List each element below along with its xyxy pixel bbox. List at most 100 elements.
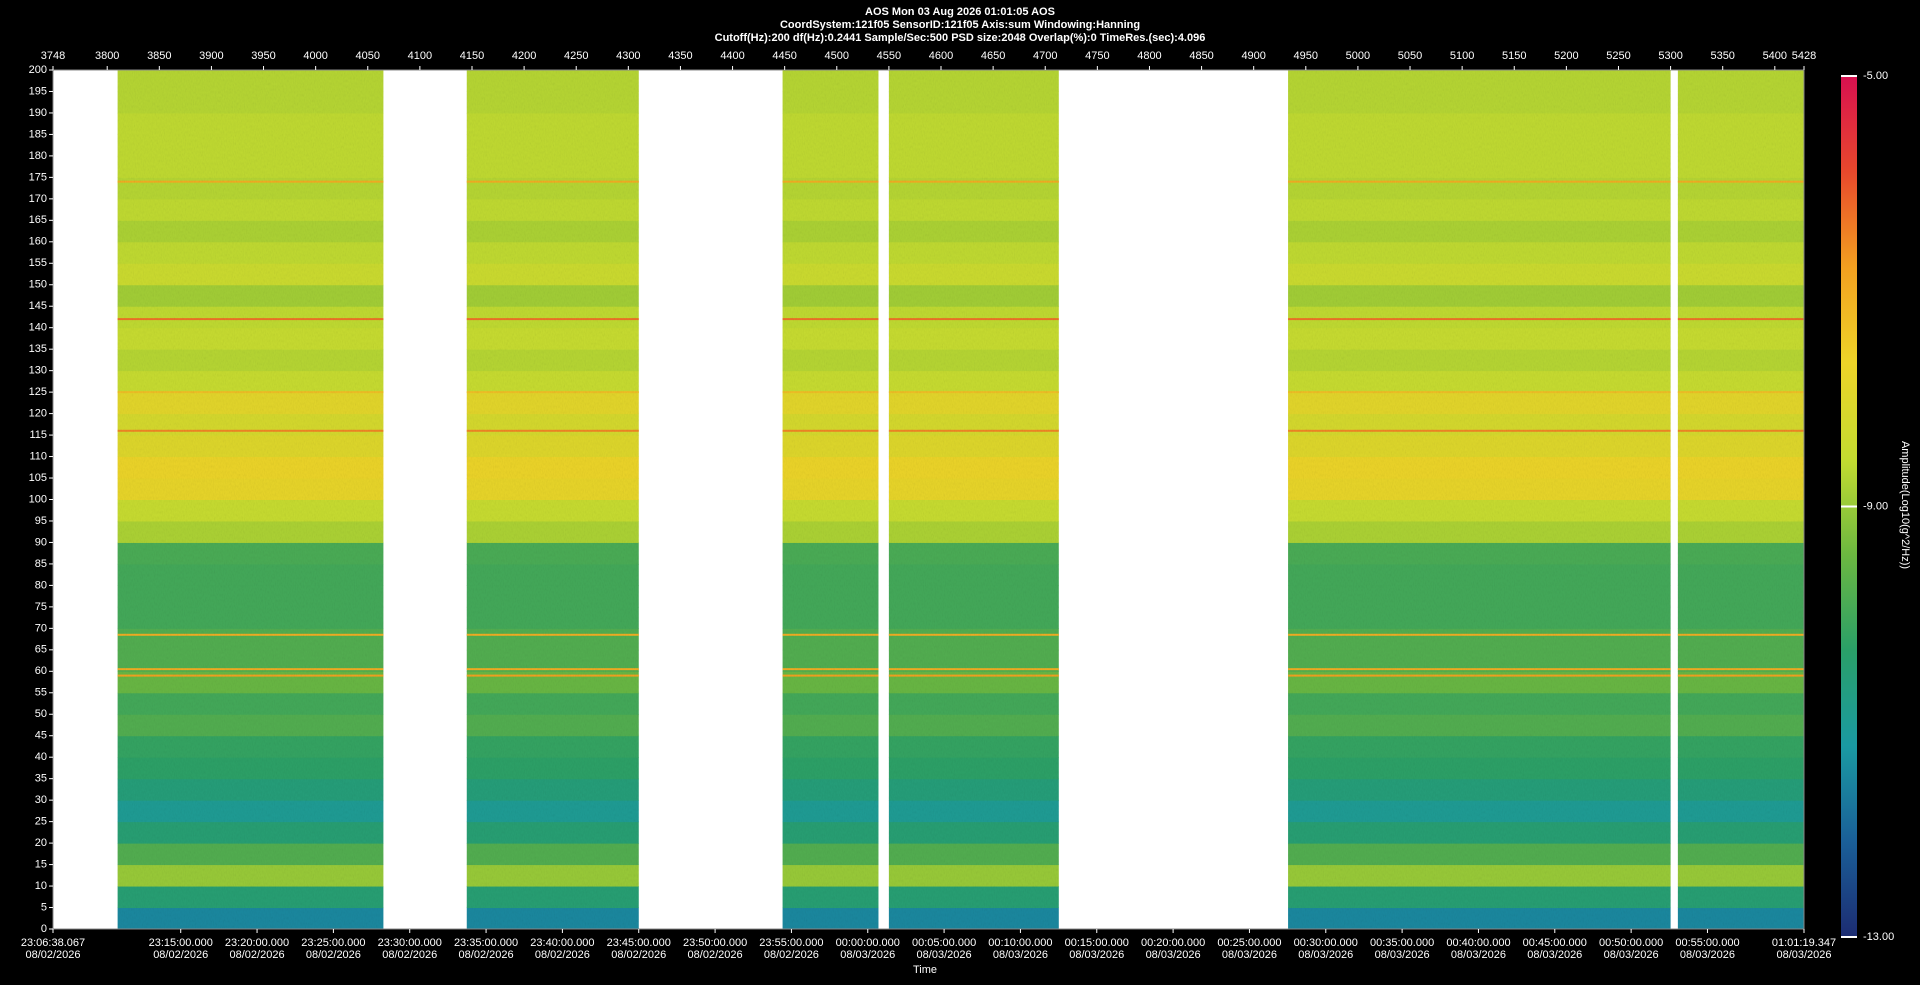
y-tick-label: 95 (35, 515, 47, 527)
y-tick-label: 130 (29, 365, 47, 377)
x-tick-label: 4350 (668, 50, 692, 62)
time-tick-label: 00:55:00.000 (1675, 937, 1739, 949)
time-tick-label: 23:20:00.000 (225, 937, 289, 949)
y-tick-label: 50 (35, 708, 47, 720)
date-tick-label: 08/03/2026 (993, 949, 1048, 961)
x-tick-label: 4650 (981, 50, 1005, 62)
x-tick-label: 5428 (1792, 50, 1816, 62)
x-tick-label: 3950 (251, 50, 275, 62)
y-tick-label: 155 (29, 257, 47, 269)
date-tick-label: 08/03/2026 (1680, 949, 1735, 961)
x-tick-label: 5350 (1710, 50, 1734, 62)
y-tick-label: 135 (29, 343, 47, 355)
texture (782, 70, 879, 929)
y-tick-label: 160 (29, 236, 47, 248)
date-tick-label: 08/03/2026 (840, 949, 895, 961)
date-tick-label: 08/02/2026 (688, 949, 743, 961)
time-tick-label: 00:20:00.000 (1141, 937, 1205, 949)
time-tick-label: 00:30:00.000 (1294, 937, 1358, 949)
y-tick-label: 170 (29, 193, 47, 205)
x-tick-label: 4050 (356, 50, 380, 62)
time-tick-label: 00:10:00.000 (988, 937, 1052, 949)
y-tick-label: 185 (29, 128, 47, 140)
date-tick-label: 08/03/2026 (1222, 949, 1277, 961)
date-tick-label: 08/03/2026 (1776, 949, 1831, 961)
chart-title: AOS Mon 03 Aug 2026 01:01:05 AOS (865, 6, 1055, 18)
time-tick-label: 23:25:00.000 (301, 937, 365, 949)
x-tick-label: 4000 (303, 50, 327, 62)
time-tick-label: 23:40:00.000 (530, 937, 594, 949)
y-tick-label: 5 (41, 901, 47, 913)
chart-info: Cutoff(Hz):200 df(Hz):0.2441 Sample/Sec:… (715, 32, 1206, 44)
time-tick-label: 00:50:00.000 (1599, 937, 1663, 949)
date-tick-label: 08/03/2026 (1069, 949, 1124, 961)
texture (1288, 70, 1671, 929)
date-tick-label: 08/02/2026 (535, 949, 590, 961)
texture (888, 70, 1059, 929)
x-tick-label: 5150 (1502, 50, 1526, 62)
y-tick-label: 15 (35, 858, 47, 870)
time-tick-label: 23:55:00.000 (759, 937, 823, 949)
y-tick-label: 40 (35, 751, 47, 763)
date-tick-label: 08/02/2026 (230, 949, 285, 961)
date-tick-label: 08/03/2026 (1298, 949, 1353, 961)
date-tick-label: 08/03/2026 (1375, 949, 1430, 961)
date-tick-label: 08/02/2026 (382, 949, 437, 961)
x-tick-label: 4400 (720, 50, 744, 62)
x-tick-label: 5250 (1606, 50, 1630, 62)
y-tick-label: 125 (29, 386, 47, 398)
y-tick-label: 195 (29, 85, 47, 97)
date-tick-label: 08/02/2026 (306, 949, 361, 961)
date-tick-label: 08/02/2026 (611, 949, 666, 961)
y-tick-label: 20 (35, 837, 47, 849)
date-tick-label: 08/02/2026 (25, 949, 80, 961)
x-tick-label: 3748 (41, 50, 65, 62)
y-tick-label: 200 (29, 64, 47, 76)
time-tick-label: 00:25:00.000 (1217, 937, 1281, 949)
time-tick-label: 00:35:00.000 (1370, 937, 1434, 949)
time-tick-label: 00:45:00.000 (1523, 937, 1587, 949)
x-tick-label: 4800 (1137, 50, 1161, 62)
x-tick-label: 4200 (512, 50, 536, 62)
y-tick-label: 150 (29, 279, 47, 291)
time-tick-label: 00:15:00.000 (1065, 937, 1129, 949)
date-tick-label: 08/02/2026 (764, 949, 819, 961)
date-tick-label: 08/03/2026 (1604, 949, 1659, 961)
colorbar-tick-label: -13.00 (1863, 931, 1894, 943)
y-tick-label: 165 (29, 214, 47, 226)
x-tick-label: 5000 (1346, 50, 1370, 62)
y-tick-label: 105 (29, 472, 47, 484)
y-tick-label: 70 (35, 622, 47, 634)
x-tick-label: 4300 (616, 50, 640, 62)
date-tick-label: 08/02/2026 (459, 949, 514, 961)
x-tick-label: 4900 (1241, 50, 1265, 62)
texture (117, 70, 384, 929)
spectrogram (117, 70, 1804, 930)
y-tick-label: 110 (29, 450, 47, 462)
y-tick-label: 45 (35, 730, 47, 742)
x-tick-label: 4700 (1033, 50, 1057, 62)
time-tick-label: 23:06:38.067 (21, 937, 85, 949)
colorbar-tick-label: -9.00 (1863, 500, 1888, 512)
y-tick-label: 180 (29, 150, 47, 162)
x-tick-label: 4600 (929, 50, 953, 62)
x-axis-label: Time (913, 964, 937, 976)
x-tick-label: 4850 (1189, 50, 1213, 62)
y-tick-label: 30 (35, 794, 47, 806)
time-tick-label: 00:40:00.000 (1446, 937, 1510, 949)
time-tick-label: 01:01:19.347 (1772, 937, 1836, 949)
y-tick-label: 100 (29, 493, 47, 505)
x-tick-label: 3850 (147, 50, 171, 62)
time-tick-label: 23:35:00.000 (454, 937, 518, 949)
chart-subtitle: CoordSystem:121f05 SensorID:121f05 Axis:… (780, 19, 1140, 31)
time-tick-label: 23:45:00.000 (607, 937, 671, 949)
x-tick-label: 4550 (877, 50, 901, 62)
x-tick-label: 5100 (1450, 50, 1474, 62)
texture (1677, 70, 1804, 929)
date-tick-label: 08/03/2026 (917, 949, 972, 961)
date-tick-label: 08/03/2026 (1451, 949, 1506, 961)
time-tick-label: 00:00:00.000 (836, 937, 900, 949)
time-tick-label: 23:50:00.000 (683, 937, 747, 949)
x-tick-label: 4100 (408, 50, 432, 62)
colorbar-tick-label: -5.00 (1863, 70, 1888, 82)
